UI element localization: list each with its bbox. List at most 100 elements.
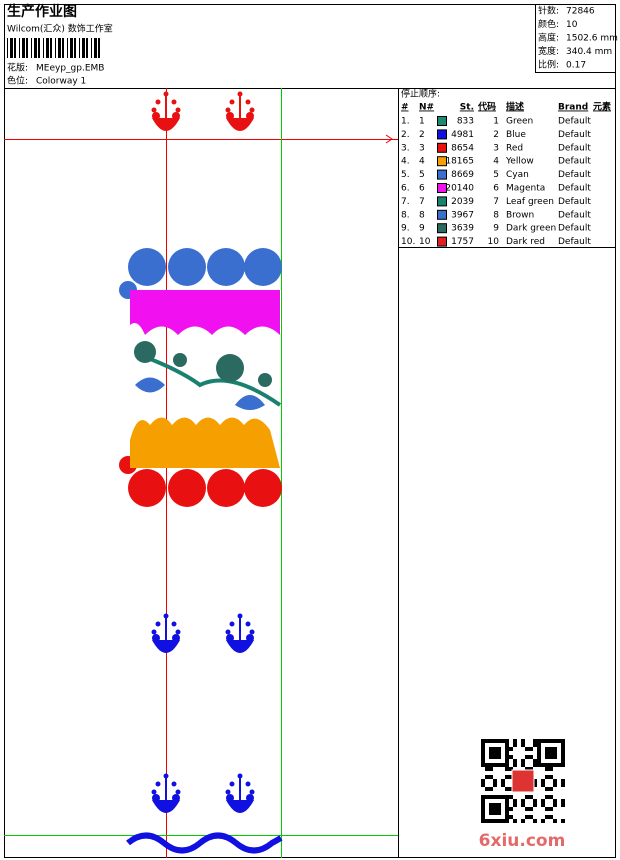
table-cell: 1.	[401, 117, 410, 127]
qr-cell	[533, 803, 537, 807]
bud	[237, 773, 243, 779]
qr-cell	[493, 811, 497, 815]
qr-cell	[485, 795, 489, 799]
table-cell: Blue	[506, 130, 526, 140]
info-value: 1502.6 mm	[566, 34, 618, 44]
table-header: #	[401, 103, 409, 113]
qr-cell	[553, 739, 557, 743]
bar	[98, 38, 100, 58]
table-cell: 3967	[451, 210, 474, 220]
qr-cell	[545, 775, 549, 779]
bowl	[152, 118, 180, 131]
qr-cell	[521, 803, 525, 807]
qr-cell	[533, 743, 537, 747]
bar	[50, 38, 52, 58]
rose	[216, 354, 244, 382]
bud	[151, 789, 157, 795]
bud	[249, 789, 255, 795]
qr-cell	[545, 755, 549, 759]
qr-cell	[537, 755, 541, 759]
qr-code	[480, 738, 566, 824]
qr-seal	[511, 769, 535, 793]
qr-cell	[545, 751, 549, 755]
qr-cell	[509, 795, 513, 799]
bowl	[226, 640, 254, 653]
bar	[26, 38, 28, 58]
qr-cell	[545, 815, 549, 819]
qr-cell	[485, 819, 489, 823]
info-value: 340.4 mm	[566, 47, 612, 57]
qr-cell	[481, 755, 485, 759]
bud	[155, 99, 161, 105]
qr-cell	[513, 763, 517, 767]
qr-cell	[529, 795, 533, 799]
table-cell: 2.	[401, 130, 410, 140]
qr-cell	[549, 751, 553, 755]
qr-cell	[481, 815, 485, 819]
qr-cell	[561, 755, 565, 759]
petal	[172, 112, 180, 120]
bud	[225, 107, 231, 113]
qr-cell	[493, 819, 497, 823]
design-preview	[4, 88, 398, 858]
qr-cell	[561, 747, 565, 751]
qr-cell	[505, 803, 509, 807]
qr-cell	[525, 795, 529, 799]
bar	[79, 38, 80, 58]
rosette	[168, 248, 206, 286]
qr-cell	[545, 739, 549, 743]
qr-cell	[561, 779, 565, 783]
table-cell: 7.	[401, 197, 410, 207]
qr-cell	[549, 739, 553, 743]
design-file: MEeyp_gp.EMB	[36, 64, 104, 74]
qr-cell	[505, 739, 509, 743]
bud	[237, 613, 243, 619]
petal	[246, 634, 254, 642]
qr-cell	[549, 795, 553, 799]
qr-cell	[561, 739, 565, 743]
qr-cell	[549, 775, 553, 779]
qr-cell	[501, 795, 505, 799]
table-cell: Yellow	[505, 157, 534, 167]
table-cell: 6	[419, 184, 425, 194]
color-swatch	[437, 169, 447, 180]
qr-cell	[501, 819, 505, 823]
qr-cell	[541, 739, 545, 743]
qr-cell	[549, 747, 553, 751]
qr-cell	[561, 759, 565, 763]
qr-cell	[485, 787, 489, 791]
sheet-title: 生产作业图	[7, 3, 77, 20]
qr-cell	[545, 763, 549, 767]
qr-cell	[481, 819, 485, 823]
table-cell: Red	[506, 143, 523, 153]
qr-cell	[497, 795, 501, 799]
qr-cell	[489, 755, 493, 759]
bud	[229, 99, 235, 105]
qr-cell	[493, 783, 497, 787]
bud	[171, 781, 177, 787]
qr-cell	[553, 751, 557, 755]
table-cell: Default	[558, 143, 591, 153]
qr-cell	[493, 795, 497, 799]
table-cell: 2	[419, 130, 425, 140]
bud	[163, 91, 169, 97]
table-header: Brand	[558, 103, 588, 113]
qr-cell	[545, 747, 549, 751]
qr-cell	[497, 803, 501, 807]
qr-cell	[481, 807, 485, 811]
bar	[74, 38, 76, 58]
qr-cell	[497, 739, 501, 743]
qr-cell	[481, 795, 485, 799]
qr-cell	[485, 767, 489, 771]
rosette	[207, 469, 245, 507]
qr-cell	[505, 767, 509, 771]
arrow	[385, 134, 393, 144]
bar	[58, 38, 61, 58]
table-cell: 7	[493, 197, 499, 207]
bar	[7, 38, 8, 58]
bowl	[226, 118, 254, 131]
qr-cell	[553, 747, 557, 751]
qr-cell	[561, 751, 565, 755]
qr-cell	[505, 751, 509, 755]
table-cell: 4.	[401, 157, 410, 167]
